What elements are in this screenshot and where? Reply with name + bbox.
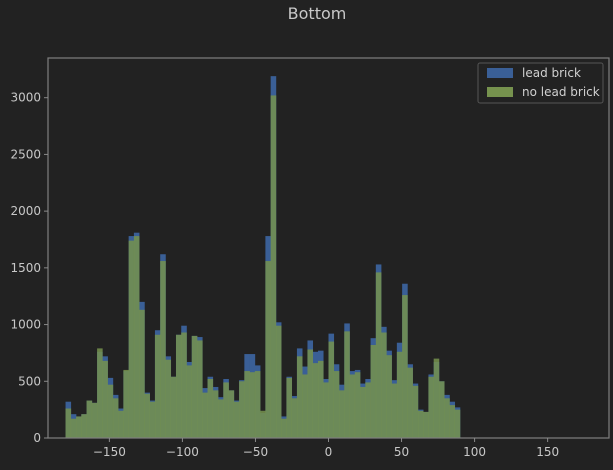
bar-no-lead-brick bbox=[165, 359, 172, 438]
x-tick-label: 100 bbox=[463, 445, 486, 459]
bar-no-lead-brick bbox=[91, 402, 98, 438]
bar-no-lead-brick bbox=[228, 390, 235, 438]
bar-no-lead-brick bbox=[218, 399, 224, 438]
x-tick-label: 0 bbox=[325, 445, 333, 459]
bar-no-lead-brick bbox=[233, 401, 240, 438]
bar-no-lead-brick bbox=[254, 371, 261, 438]
y-tick-label: 2500 bbox=[10, 147, 41, 161]
bar-no-lead-brick bbox=[275, 325, 282, 438]
bar-no-lead-brick bbox=[381, 332, 387, 438]
bar-no-lead-brick bbox=[438, 381, 445, 438]
bar-no-lead-brick bbox=[76, 416, 82, 438]
no-lead-brick-bars bbox=[65, 95, 461, 439]
bar-no-lead-brick bbox=[112, 398, 119, 438]
bar-no-lead-brick bbox=[260, 410, 266, 438]
bar-no-lead-brick bbox=[317, 360, 324, 438]
chart-title: Bottom bbox=[288, 4, 347, 23]
bar-no-lead-brick bbox=[186, 365, 193, 438]
bar-no-lead-brick bbox=[239, 381, 245, 438]
x-tick-label: 50 bbox=[394, 445, 409, 459]
bar-no-lead-brick bbox=[302, 374, 308, 438]
bar-no-lead-brick bbox=[396, 351, 403, 438]
bar-no-lead-brick bbox=[433, 358, 440, 438]
bar-no-lead-brick bbox=[391, 383, 398, 438]
bar-no-lead-brick bbox=[170, 376, 177, 438]
bar-no-lead-brick bbox=[197, 340, 203, 438]
bar-no-lead-brick bbox=[70, 418, 77, 438]
bar-no-lead-brick bbox=[249, 372, 256, 438]
bar-no-lead-brick bbox=[144, 393, 150, 438]
bar-no-lead-brick bbox=[212, 390, 219, 438]
y-axis: 0 500 1000 1500 2000 2500 3000 bbox=[10, 91, 48, 445]
bar-no-lead-brick bbox=[449, 405, 456, 438]
bar-no-lead-brick bbox=[97, 348, 103, 438]
y-tick-label: 0 bbox=[33, 431, 41, 445]
bar-no-lead-brick bbox=[333, 371, 340, 438]
bar-no-lead-brick bbox=[86, 400, 93, 438]
bar-no-lead-brick bbox=[65, 408, 72, 438]
bar-no-lead-brick bbox=[360, 386, 366, 438]
bar-no-lead-brick bbox=[160, 261, 166, 438]
y-tick-label: 1500 bbox=[10, 261, 41, 275]
legend-label-lead-brick: lead brick bbox=[522, 66, 581, 80]
bar-no-lead-brick bbox=[107, 384, 114, 438]
bar-no-lead-brick bbox=[386, 355, 392, 438]
bar-no-lead-brick bbox=[133, 236, 140, 438]
bar-no-lead-brick bbox=[181, 332, 187, 438]
bar-no-lead-brick bbox=[291, 398, 298, 438]
bar-no-lead-brick bbox=[312, 363, 319, 438]
bar-no-lead-brick bbox=[412, 385, 419, 438]
bar-no-lead-brick bbox=[223, 382, 229, 438]
bar-no-lead-brick bbox=[402, 295, 408, 438]
bar-no-lead-brick bbox=[428, 376, 434, 438]
legend-swatch-no-lead-brick bbox=[487, 87, 513, 97]
bar-no-lead-brick bbox=[265, 261, 271, 438]
bar-no-lead-brick bbox=[191, 335, 198, 438]
bar-no-lead-brick bbox=[154, 334, 161, 438]
bar-no-lead-brick bbox=[370, 344, 377, 438]
bar-no-lead-brick bbox=[349, 374, 356, 438]
bar-no-lead-brick bbox=[444, 398, 450, 438]
bar-no-lead-brick bbox=[81, 414, 87, 438]
bar-no-lead-brick bbox=[139, 309, 145, 438]
bar-no-lead-brick bbox=[307, 349, 314, 438]
bar-no-lead-brick bbox=[207, 379, 214, 438]
bar-no-lead-brick bbox=[175, 334, 182, 438]
x-tick-label: −100 bbox=[166, 445, 199, 459]
bar-no-lead-brick bbox=[286, 377, 292, 438]
y-tick-label: 500 bbox=[18, 374, 41, 388]
bar-no-lead-brick bbox=[407, 367, 413, 438]
bar-no-lead-brick bbox=[339, 390, 345, 438]
bar-no-lead-brick bbox=[344, 331, 350, 438]
bar-no-lead-brick bbox=[328, 341, 335, 438]
x-tick-label: 150 bbox=[536, 445, 559, 459]
bar-no-lead-brick bbox=[281, 418, 287, 438]
bar-no-lead-brick bbox=[128, 240, 135, 438]
bar-no-lead-brick bbox=[118, 410, 124, 438]
bar-no-lead-brick bbox=[323, 382, 329, 438]
bar-no-lead-brick bbox=[296, 356, 303, 438]
legend-label-no-lead-brick: no lead brick bbox=[522, 85, 600, 99]
y-tick-label: 3000 bbox=[10, 91, 41, 105]
y-tick-label: 1000 bbox=[10, 318, 41, 332]
y-tick-label: 2000 bbox=[10, 204, 41, 218]
bar-no-lead-brick bbox=[454, 409, 461, 438]
x-axis: −150 −100 −50 0 50 100 150 bbox=[93, 438, 559, 459]
bar-no-lead-brick bbox=[202, 392, 208, 438]
x-tick-label: −50 bbox=[243, 445, 268, 459]
bar-no-lead-brick bbox=[102, 360, 108, 438]
bar-no-lead-brick bbox=[423, 411, 429, 438]
legend: lead brick no lead brick bbox=[477, 62, 604, 104]
bar-no-lead-brick bbox=[123, 369, 129, 438]
bar-no-lead-brick bbox=[149, 401, 156, 438]
bar-no-lead-brick bbox=[417, 410, 424, 438]
bar-no-lead-brick bbox=[270, 95, 277, 439]
legend-swatch-lead-brick bbox=[487, 68, 513, 78]
bar-no-lead-brick bbox=[375, 272, 382, 438]
x-tick-label: −150 bbox=[93, 445, 126, 459]
bar-no-lead-brick bbox=[365, 382, 371, 438]
bar-no-lead-brick bbox=[354, 372, 361, 438]
bar-no-lead-brick bbox=[244, 371, 250, 438]
